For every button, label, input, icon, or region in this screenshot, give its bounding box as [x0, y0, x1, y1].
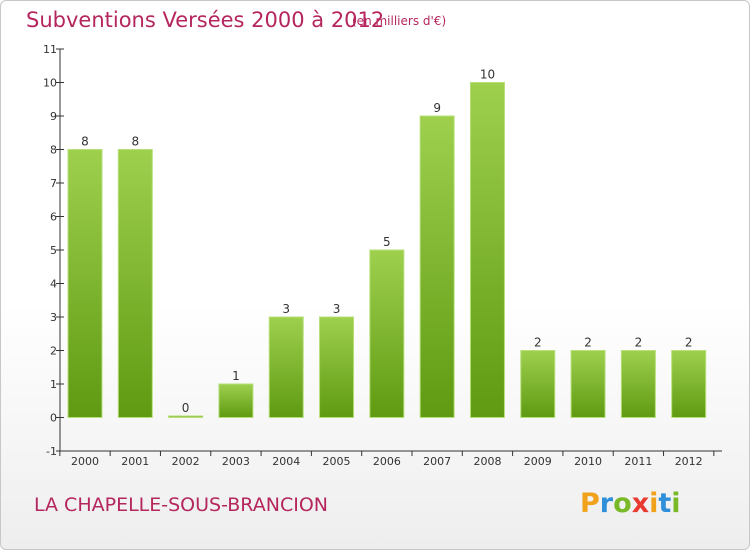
y-tick-label: 2: [50, 345, 57, 358]
proxiti-logo: Proxiti: [580, 488, 681, 519]
x-tick-label-2010: 2010: [574, 455, 602, 468]
bar-2002: [168, 415, 204, 418]
bar-2004: [268, 316, 304, 418]
x-tick-label-2008: 2008: [473, 455, 501, 468]
bar-2009: [520, 350, 556, 418]
logo-letter: P: [580, 488, 600, 519]
logo-letter: i: [671, 488, 681, 519]
y-tick-label: 1: [50, 378, 57, 391]
y-tick-label: 11: [43, 43, 57, 56]
y-tick-label: 8: [50, 144, 57, 157]
value-label-2008: 10: [480, 68, 495, 82]
y-tick-label: 4: [50, 278, 57, 291]
x-tick-label-2009: 2009: [524, 455, 552, 468]
x-tick-label-2001: 2001: [121, 455, 149, 468]
value-label-2009: 2: [534, 336, 542, 350]
bar-2007: [419, 115, 455, 418]
x-tick-label-2006: 2006: [373, 455, 401, 468]
value-label-2004: 3: [282, 302, 290, 316]
y-tick-label: 10: [43, 77, 57, 90]
value-label-2000: 8: [81, 135, 89, 149]
value-label-2001: 8: [131, 135, 139, 149]
value-label-2007: 9: [433, 101, 441, 115]
y-tick-label: 3: [50, 311, 57, 324]
bar-2000: [67, 149, 103, 418]
x-tick-label-2004: 2004: [272, 455, 300, 468]
value-label-2011: 2: [635, 336, 643, 350]
x-tick-label-2011: 2011: [624, 455, 652, 468]
commune-name: LA CHAPELLE-SOUS-BRANCION: [34, 494, 328, 516]
x-tick-label-2003: 2003: [222, 455, 250, 468]
y-tick-label: 7: [50, 177, 57, 190]
y-tick-label: -1: [46, 445, 57, 458]
bar-2010: [570, 350, 606, 418]
logo-letter: o: [613, 488, 632, 519]
bar-2006: [369, 249, 405, 418]
x-tick-label-2002: 2002: [172, 455, 200, 468]
bar-series: [67, 82, 707, 418]
value-labels: 8 8 0 1 3 3 5 9 10 2 2 2 2: [81, 68, 692, 416]
y-tick-label: 6: [50, 211, 57, 224]
x-tick-label-2000: 2000: [71, 455, 99, 468]
x-tick-label-2005: 2005: [323, 455, 351, 468]
value-label-2003: 1: [232, 369, 240, 383]
y-tick-label: 0: [50, 412, 57, 425]
value-label-2010: 2: [584, 336, 592, 350]
logo-letter: x: [631, 488, 650, 519]
logo-letter: t: [658, 488, 672, 519]
logo-letter: i: [649, 488, 659, 519]
x-tick-label-2007: 2007: [423, 455, 451, 468]
bar-2012: [671, 350, 707, 418]
x-tick-label-2012: 2012: [675, 455, 703, 468]
chart-title: Subventions Versées 2000 à 2012: [26, 8, 385, 32]
chart-subtitle: (en milliers d'€): [352, 14, 447, 28]
value-label-2002: 0: [182, 401, 190, 415]
logo-letter: r: [599, 488, 614, 519]
bar-2011: [620, 350, 656, 418]
bar-2005: [319, 316, 355, 418]
bar-2003: [218, 383, 254, 418]
bar-2001: [117, 149, 153, 418]
value-label-2006: 5: [383, 235, 391, 249]
value-label-2005: 3: [333, 302, 341, 316]
value-label-2012: 2: [685, 336, 693, 350]
y-tick-label: 5: [50, 244, 57, 257]
y-tick-label: 9: [50, 110, 57, 123]
bar-2008: [469, 82, 505, 418]
